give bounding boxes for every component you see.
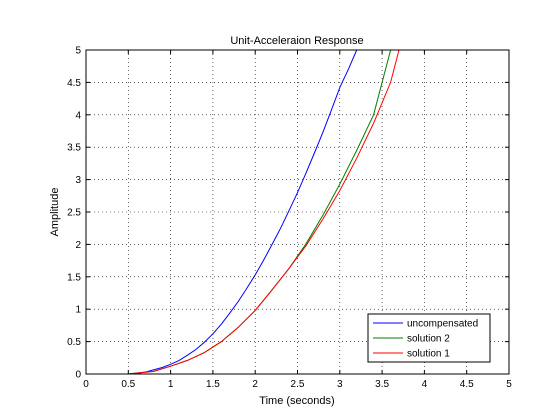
legend-label: solution 1 <box>407 349 450 360</box>
y-axis-label: Amplitude <box>49 188 61 237</box>
series-lines <box>86 49 400 375</box>
x-tick-label: 2.5 <box>291 379 305 390</box>
x-tick-label: 4.5 <box>460 379 474 390</box>
x-tick-label: 3.5 <box>375 379 389 390</box>
y-tick-label: 3 <box>75 175 81 186</box>
x-tick-label: 4 <box>422 379 428 390</box>
y-tick-label: 4 <box>75 110 81 121</box>
series-line-solution-1 <box>86 49 400 375</box>
legend-label: uncompensated <box>407 319 478 330</box>
y-tick-label: 2 <box>75 240 81 251</box>
x-axis-label: Time (seconds) <box>259 395 334 407</box>
x-tick-label: 1 <box>168 379 174 390</box>
y-tick-label: 5 <box>75 46 81 57</box>
y-tick-label: 4.5 <box>67 78 81 89</box>
y-tick-label: 0 <box>75 370 81 381</box>
legend-label: solution 2 <box>407 334 450 345</box>
y-tick-label: 2.5 <box>67 208 81 219</box>
legend: uncompensated solution 2 solution 1 <box>367 313 491 363</box>
x-tick-label: 2 <box>252 379 258 390</box>
x-tick-label: 1.5 <box>206 379 220 390</box>
y-tick-labels: 0 0.5 1 1.5 2 2.5 3 3.5 4 4.5 5 <box>67 46 81 381</box>
chart-title: Unit-Acceleraion Response <box>230 35 363 47</box>
x-tick-label: 5 <box>506 379 512 390</box>
x-tick-label: 3 <box>337 379 343 390</box>
x-tick-labels: 0 0.5 1 1.5 2 2.5 3 3.5 4 4.5 5 <box>83 379 512 390</box>
series-line-uncompensated <box>86 49 358 375</box>
y-tick-label: 1.5 <box>67 272 81 283</box>
ticks <box>85 49 510 375</box>
y-tick-label: 3.5 <box>67 143 81 154</box>
y-tick-label: 0.5 <box>67 337 81 348</box>
x-tick-label: 0.5 <box>121 379 135 390</box>
x-tick-label: 0 <box>83 379 89 390</box>
y-tick-label: 1 <box>75 305 81 316</box>
